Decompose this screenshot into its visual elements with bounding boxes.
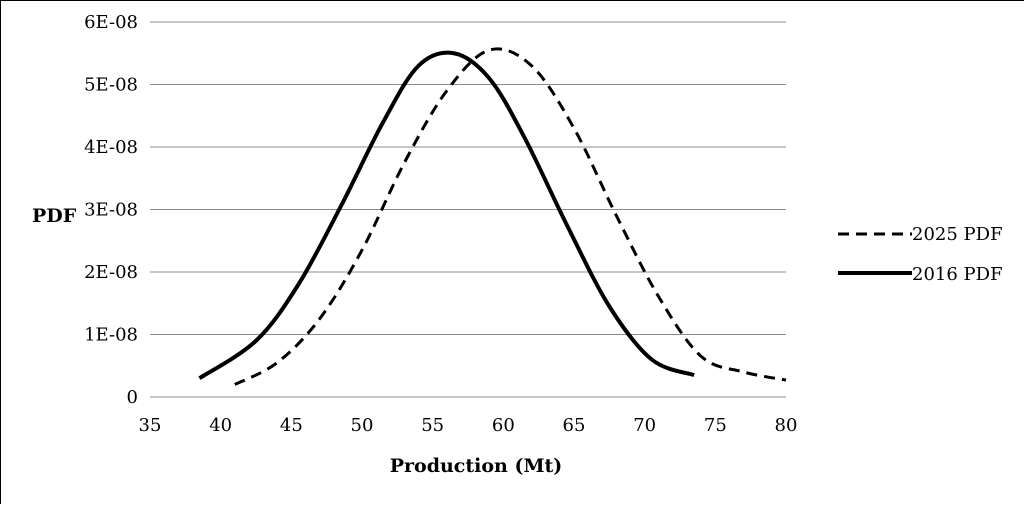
x-tick-label: 65 [563, 415, 586, 436]
grid-layer [150, 21, 786, 398]
series-layer [198, 47, 787, 386]
x-tick-label: 50 [351, 415, 374, 436]
y-axis-title: PDF [32, 205, 77, 227]
x-tick-label: 55 [421, 415, 444, 436]
series-line-2025-pdf [234, 47, 787, 386]
x-tick-label: 45 [280, 415, 303, 436]
x-tick-label: 70 [633, 415, 656, 436]
x-tick-labels: 35 40 45 50 55 60 65 70 75 80 [139, 415, 798, 436]
y-tick-label: 5E-08 [84, 75, 138, 96]
y-tick-label: 1E-08 [84, 325, 138, 346]
y-tick-labels: 0 1E-08 2E-08 3E-08 4E-08 5E-08 6E-08 [84, 12, 138, 408]
legend-label-2025-pdf: 2025 PDF [912, 224, 1003, 245]
x-tick-label: 60 [492, 415, 515, 436]
series-line-2016-pdf [198, 50, 695, 380]
x-tick-label: 35 [139, 415, 162, 436]
y-tick-label: 6E-08 [84, 12, 138, 33]
y-tick-label: 3E-08 [84, 200, 138, 221]
y-tick-label: 0 [127, 387, 138, 408]
x-tick-label: 75 [704, 415, 727, 436]
x-tick-label: 40 [209, 415, 232, 436]
legend-label-2016-pdf: 2016 PDF [912, 264, 1003, 285]
x-axis-title: Production (Mt) [390, 455, 563, 477]
x-tick-label: 80 [775, 415, 798, 436]
y-tick-label: 4E-08 [84, 137, 138, 158]
y-tick-label: 2E-08 [84, 262, 138, 283]
legend: 2025 PDF 2016 PDF [838, 224, 1003, 285]
